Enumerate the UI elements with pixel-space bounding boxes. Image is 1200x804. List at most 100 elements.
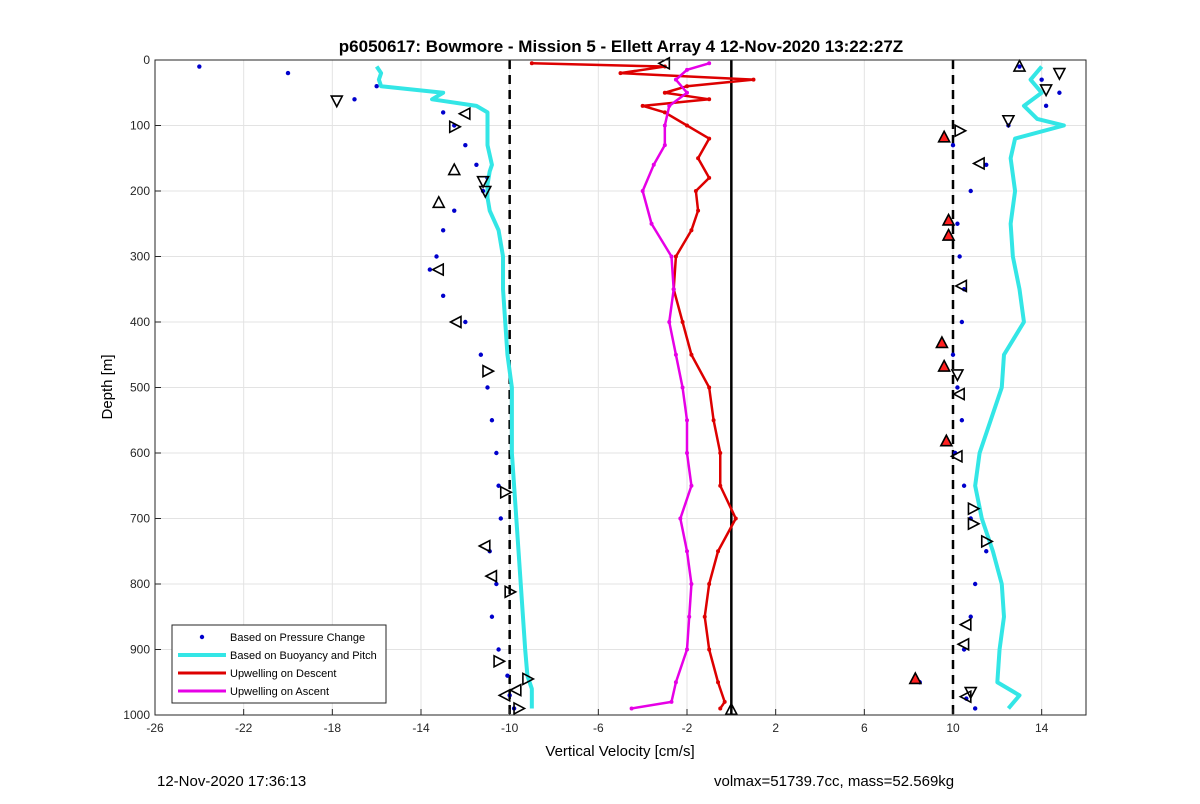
triangle-marker bbox=[935, 335, 949, 349]
data-point-upwelling-on-ascent bbox=[685, 90, 689, 95]
data-point-based-on-pressure-change bbox=[950, 352, 956, 357]
data-point-upwelling-on-descent bbox=[662, 110, 667, 115]
data-point-based-on-pressure-change bbox=[427, 267, 433, 272]
legend-label-upwelling-on-descent: Upwelling on Descent bbox=[230, 668, 336, 680]
data-point-upwelling-on-ascent bbox=[678, 516, 683, 521]
data-point-upwelling-on-ascent bbox=[629, 706, 634, 711]
data-point-based-on-pressure-change bbox=[968, 188, 973, 194]
data-point-based-on-pressure-change bbox=[498, 516, 503, 521]
triangle-marker bbox=[908, 671, 923, 685]
data-point-based-on-pressure-change bbox=[1039, 77, 1044, 82]
triangle-marker bbox=[497, 688, 511, 703]
data-point-upwelling-on-descent bbox=[718, 483, 723, 488]
triangle-marker bbox=[967, 501, 981, 516]
triangle-marker bbox=[937, 358, 951, 372]
x-tick-label: -2 bbox=[682, 721, 693, 735]
data-point-upwelling-on-ascent bbox=[687, 614, 692, 619]
triangle-marker bbox=[951, 387, 965, 401]
triangle-marker bbox=[431, 195, 446, 209]
triangle-marker bbox=[950, 369, 965, 383]
data-point-upwelling-on-descent bbox=[696, 156, 701, 161]
data-point-upwelling-on-descent bbox=[689, 228, 694, 233]
data-point-upwelling-on-descent bbox=[716, 549, 721, 554]
x-tick-label: -26 bbox=[146, 721, 164, 735]
data-point-upwelling-on-descent bbox=[689, 352, 694, 357]
legend-label-upwelling-on-ascent: Upwelling on Ascent bbox=[230, 686, 329, 698]
data-point-upwelling-on-descent bbox=[722, 699, 727, 704]
x-tick-label: -18 bbox=[324, 721, 342, 735]
triangle-marker bbox=[980, 534, 994, 549]
x-tick-label: 14 bbox=[1035, 721, 1049, 735]
data-point-upwelling-on-descent bbox=[707, 136, 712, 141]
data-point-upwelling-on-descent bbox=[680, 320, 685, 324]
x-axis-label: Vertical Velocity [cm/s] bbox=[545, 743, 694, 760]
data-point-upwelling-on-descent bbox=[618, 71, 623, 76]
data-series bbox=[197, 61, 1066, 711]
data-point-upwelling-on-descent bbox=[707, 647, 712, 652]
data-point-based-on-pressure-change bbox=[440, 228, 446, 233]
data-point-upwelling-on-ascent bbox=[685, 67, 689, 72]
triangle-marker bbox=[971, 156, 985, 171]
y-tick-label: 100 bbox=[130, 119, 150, 133]
y-tick-label: 300 bbox=[130, 250, 150, 264]
triangle-marker bbox=[949, 449, 963, 464]
x-tick-label: 6 bbox=[861, 721, 868, 735]
triangle-marker bbox=[448, 315, 462, 329]
data-point-based-on-pressure-change bbox=[955, 385, 960, 390]
data-point-based-on-pressure-change bbox=[489, 418, 495, 423]
data-point-based-on-pressure-change bbox=[984, 162, 989, 167]
data-point-based-on-pressure-change bbox=[463, 319, 468, 325]
series-line-upwelling-on-descent bbox=[531, 62, 755, 710]
data-point-upwelling-on-ascent bbox=[689, 582, 694, 586]
triangle-marker bbox=[448, 119, 462, 134]
data-point-based-on-pressure-change bbox=[285, 70, 291, 76]
y-tick-label: 600 bbox=[130, 446, 150, 460]
legend-label-based-on-pressure-change: Based on Pressure Change bbox=[230, 632, 365, 644]
data-point-based-on-pressure-change bbox=[950, 142, 956, 148]
footer-timestamp: 12-Nov-2020 17:36:13 bbox=[157, 773, 307, 790]
triangle-marker bbox=[937, 129, 951, 143]
triangle-marker bbox=[478, 185, 493, 199]
triangle-marker bbox=[508, 683, 522, 697]
footer-info: volmax=51739.7cc, mass=52.569kg bbox=[714, 773, 955, 790]
x-tick-label: -10 bbox=[501, 721, 519, 735]
data-point-based-on-pressure-change bbox=[463, 142, 468, 148]
data-point-upwelling-on-descent bbox=[733, 516, 738, 521]
data-point-based-on-pressure-change bbox=[452, 208, 457, 213]
data-point-upwelling-on-descent bbox=[707, 175, 712, 180]
data-point-upwelling-on-ascent bbox=[651, 162, 656, 167]
data-point-based-on-pressure-change bbox=[1057, 90, 1062, 95]
data-point-upwelling-on-descent bbox=[693, 189, 698, 193]
triangle-marker bbox=[482, 364, 496, 378]
data-point-based-on-pressure-change bbox=[440, 293, 446, 298]
data-point-based-on-pressure-change bbox=[972, 581, 978, 587]
data-point-based-on-pressure-change bbox=[478, 352, 484, 357]
triangle-marker bbox=[457, 106, 471, 121]
chart-title: p6050617: Bowmore - Mission 5 - Ellett A… bbox=[339, 37, 903, 56]
data-point-upwelling-on-descent bbox=[662, 90, 667, 95]
data-point-based-on-pressure-change bbox=[959, 319, 965, 325]
triangle-marker bbox=[967, 516, 981, 531]
x-tick-label: -22 bbox=[235, 721, 253, 735]
data-point-upwelling-on-descent bbox=[529, 61, 534, 66]
data-point-based-on-pressure-change bbox=[485, 385, 490, 390]
y-tick-label: 800 bbox=[130, 577, 150, 591]
data-point-upwelling-on-ascent bbox=[669, 254, 674, 259]
data-point-based-on-pressure-change bbox=[352, 97, 357, 102]
y-axis-label: Depth [m] bbox=[99, 354, 116, 419]
data-point-based-on-pressure-change bbox=[984, 549, 989, 554]
triangle-marker bbox=[329, 95, 344, 109]
data-point-upwelling-on-ascent bbox=[667, 103, 672, 108]
data-point-upwelling-on-ascent bbox=[673, 680, 678, 685]
triangle-marker bbox=[513, 701, 527, 716]
reference-lines bbox=[508, 60, 955, 715]
y-tick-label: 700 bbox=[130, 512, 150, 526]
axis-ticks: -26 -22 -18 -14 -10 -6 -2 2 6 10 14010020030040050… bbox=[123, 53, 1048, 735]
data-point-based-on-pressure-change bbox=[505, 673, 510, 678]
x-tick-label: 2 bbox=[772, 721, 779, 735]
triangle-marker bbox=[954, 279, 968, 293]
data-point-upwelling-on-descent bbox=[707, 385, 712, 390]
data-point-upwelling-on-descent bbox=[673, 254, 678, 259]
data-point-based-on-pressure-change bbox=[434, 254, 439, 259]
data-point-based-on-pressure-change bbox=[440, 110, 446, 115]
